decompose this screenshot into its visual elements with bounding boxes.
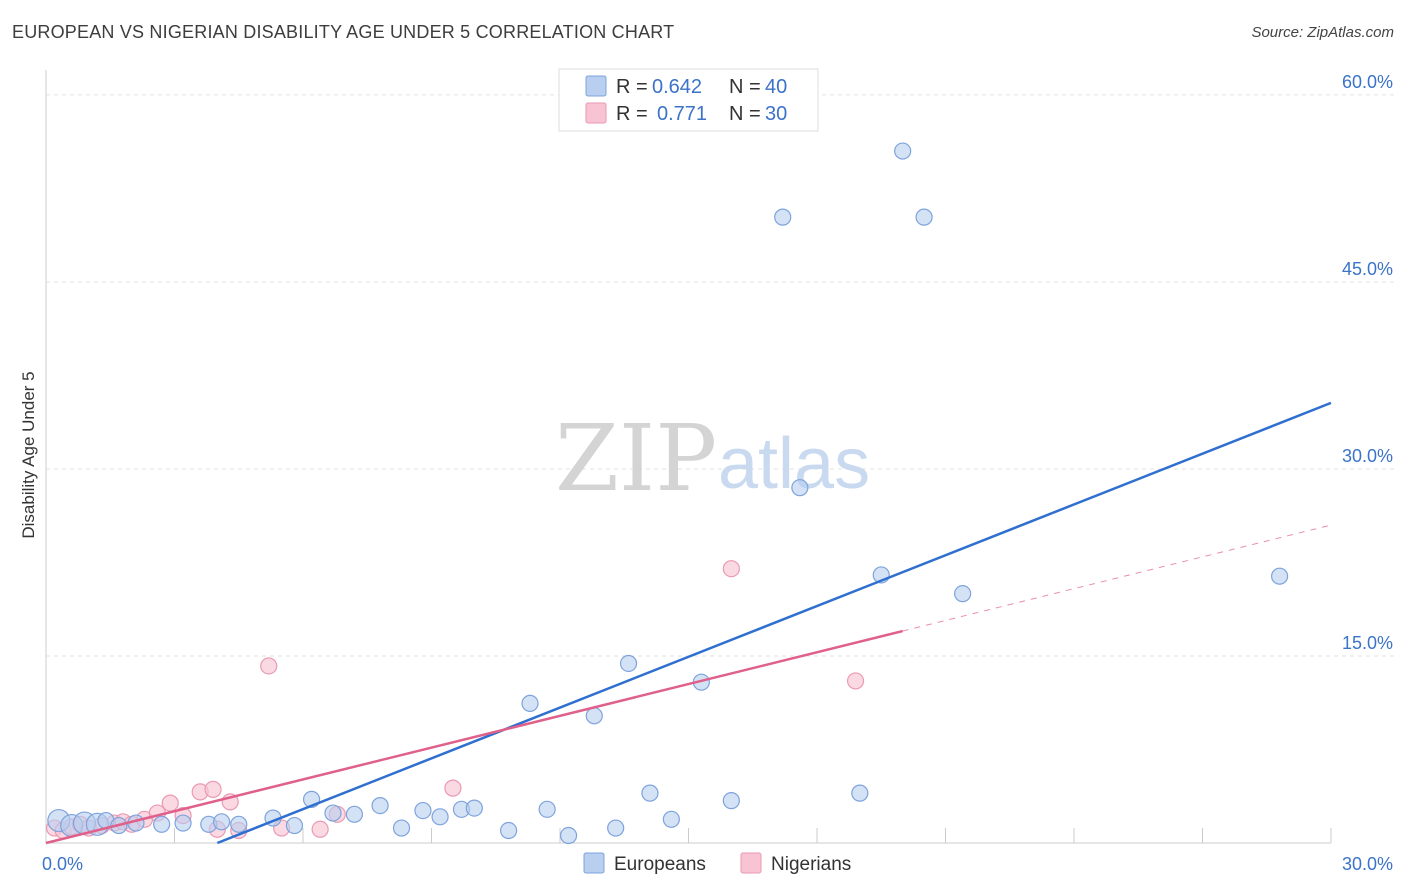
european-point bbox=[521, 694, 539, 712]
y-tick-labels: 15.0% 30.0% 45.0% 60.0% bbox=[1342, 72, 1393, 653]
european-point bbox=[324, 804, 342, 822]
nigerians-points bbox=[45, 560, 865, 840]
european-point bbox=[414, 801, 432, 820]
european-point bbox=[915, 208, 933, 226]
legend-r-label: R = bbox=[616, 76, 648, 98]
european-point bbox=[851, 784, 869, 802]
european-point bbox=[230, 815, 248, 833]
x-tick-label: 30.0% bbox=[1342, 854, 1393, 874]
legend-n-value: 40 bbox=[765, 76, 787, 98]
x-tick-labels: 0.0% 30.0% bbox=[42, 854, 1393, 874]
nigerian-point bbox=[444, 779, 462, 797]
grid-lines bbox=[46, 94, 1395, 657]
x-tick-label: 0.0% bbox=[42, 854, 83, 874]
nigerian-point bbox=[846, 672, 865, 690]
nigerian-point bbox=[722, 560, 740, 578]
watermark-zip: ZIP bbox=[555, 405, 717, 512]
legend-bottom: Europeans Nigerians bbox=[583, 852, 851, 875]
legend-r-value: 0.642 bbox=[652, 76, 702, 98]
y-tick-label: 60.0% bbox=[1342, 72, 1393, 92]
watermark: ZIP atlas bbox=[555, 405, 870, 512]
legend-swatch-europeans bbox=[585, 75, 607, 97]
legend-label-nigerians: Nigerians bbox=[771, 854, 851, 875]
european-point bbox=[174, 814, 192, 832]
europeans-trend-line bbox=[216, 401, 1332, 845]
trend-lines bbox=[45, 401, 1332, 845]
european-point bbox=[345, 805, 363, 823]
source-label: Source: ZipAtlas.com bbox=[1251, 24, 1394, 41]
european-point bbox=[722, 792, 740, 810]
european-point bbox=[607, 819, 625, 837]
nigerian-point bbox=[204, 780, 222, 798]
legend-r-value: 0.771 bbox=[657, 103, 707, 125]
european-point bbox=[791, 479, 809, 497]
y-tick-label: 45.0% bbox=[1342, 259, 1393, 279]
european-point bbox=[285, 816, 304, 835]
y-tick-label: 15.0% bbox=[1342, 633, 1393, 653]
legend-n-label: N = bbox=[729, 103, 761, 125]
european-point bbox=[619, 654, 638, 673]
european-point bbox=[431, 808, 449, 826]
y-axis-label: Disability Age Under 5 bbox=[19, 371, 38, 538]
european-point bbox=[392, 819, 411, 837]
european-point bbox=[1270, 567, 1289, 585]
chart-title: EUROPEAN VS NIGERIAN DISABILITY AGE UNDE… bbox=[12, 22, 675, 42]
legend-r-label: R = bbox=[616, 103, 648, 125]
european-point bbox=[559, 826, 578, 845]
legend-swatch-nigerians bbox=[585, 102, 607, 124]
legend-top: R = 0.642 N = 40 R = 0.771 N = 30 bbox=[558, 68, 819, 132]
european-point bbox=[641, 784, 659, 802]
european-point bbox=[662, 810, 680, 828]
european-point bbox=[538, 800, 556, 818]
european-point bbox=[371, 796, 389, 815]
legend-n-value: 30 bbox=[765, 103, 787, 125]
nigerian-point bbox=[260, 657, 278, 675]
european-point bbox=[500, 821, 518, 840]
legend-n-label: N = bbox=[729, 76, 761, 98]
y-tick-label: 30.0% bbox=[1342, 446, 1393, 466]
nigerians-trend-line bbox=[45, 629, 903, 845]
european-point bbox=[894, 142, 912, 160]
legend-label-europeans: Europeans bbox=[614, 854, 706, 875]
nigerians-trend-extension bbox=[902, 524, 1332, 632]
european-point bbox=[213, 813, 231, 831]
european-point bbox=[153, 815, 171, 833]
european-point bbox=[774, 208, 792, 226]
legend-swatch-europeans bbox=[583, 852, 605, 874]
legend-swatch-nigerians bbox=[740, 852, 762, 874]
european-point bbox=[465, 799, 483, 817]
european-point bbox=[585, 707, 603, 725]
european-point bbox=[954, 585, 972, 603]
nigerian-point bbox=[161, 794, 179, 812]
nigerian-point bbox=[311, 820, 329, 838]
